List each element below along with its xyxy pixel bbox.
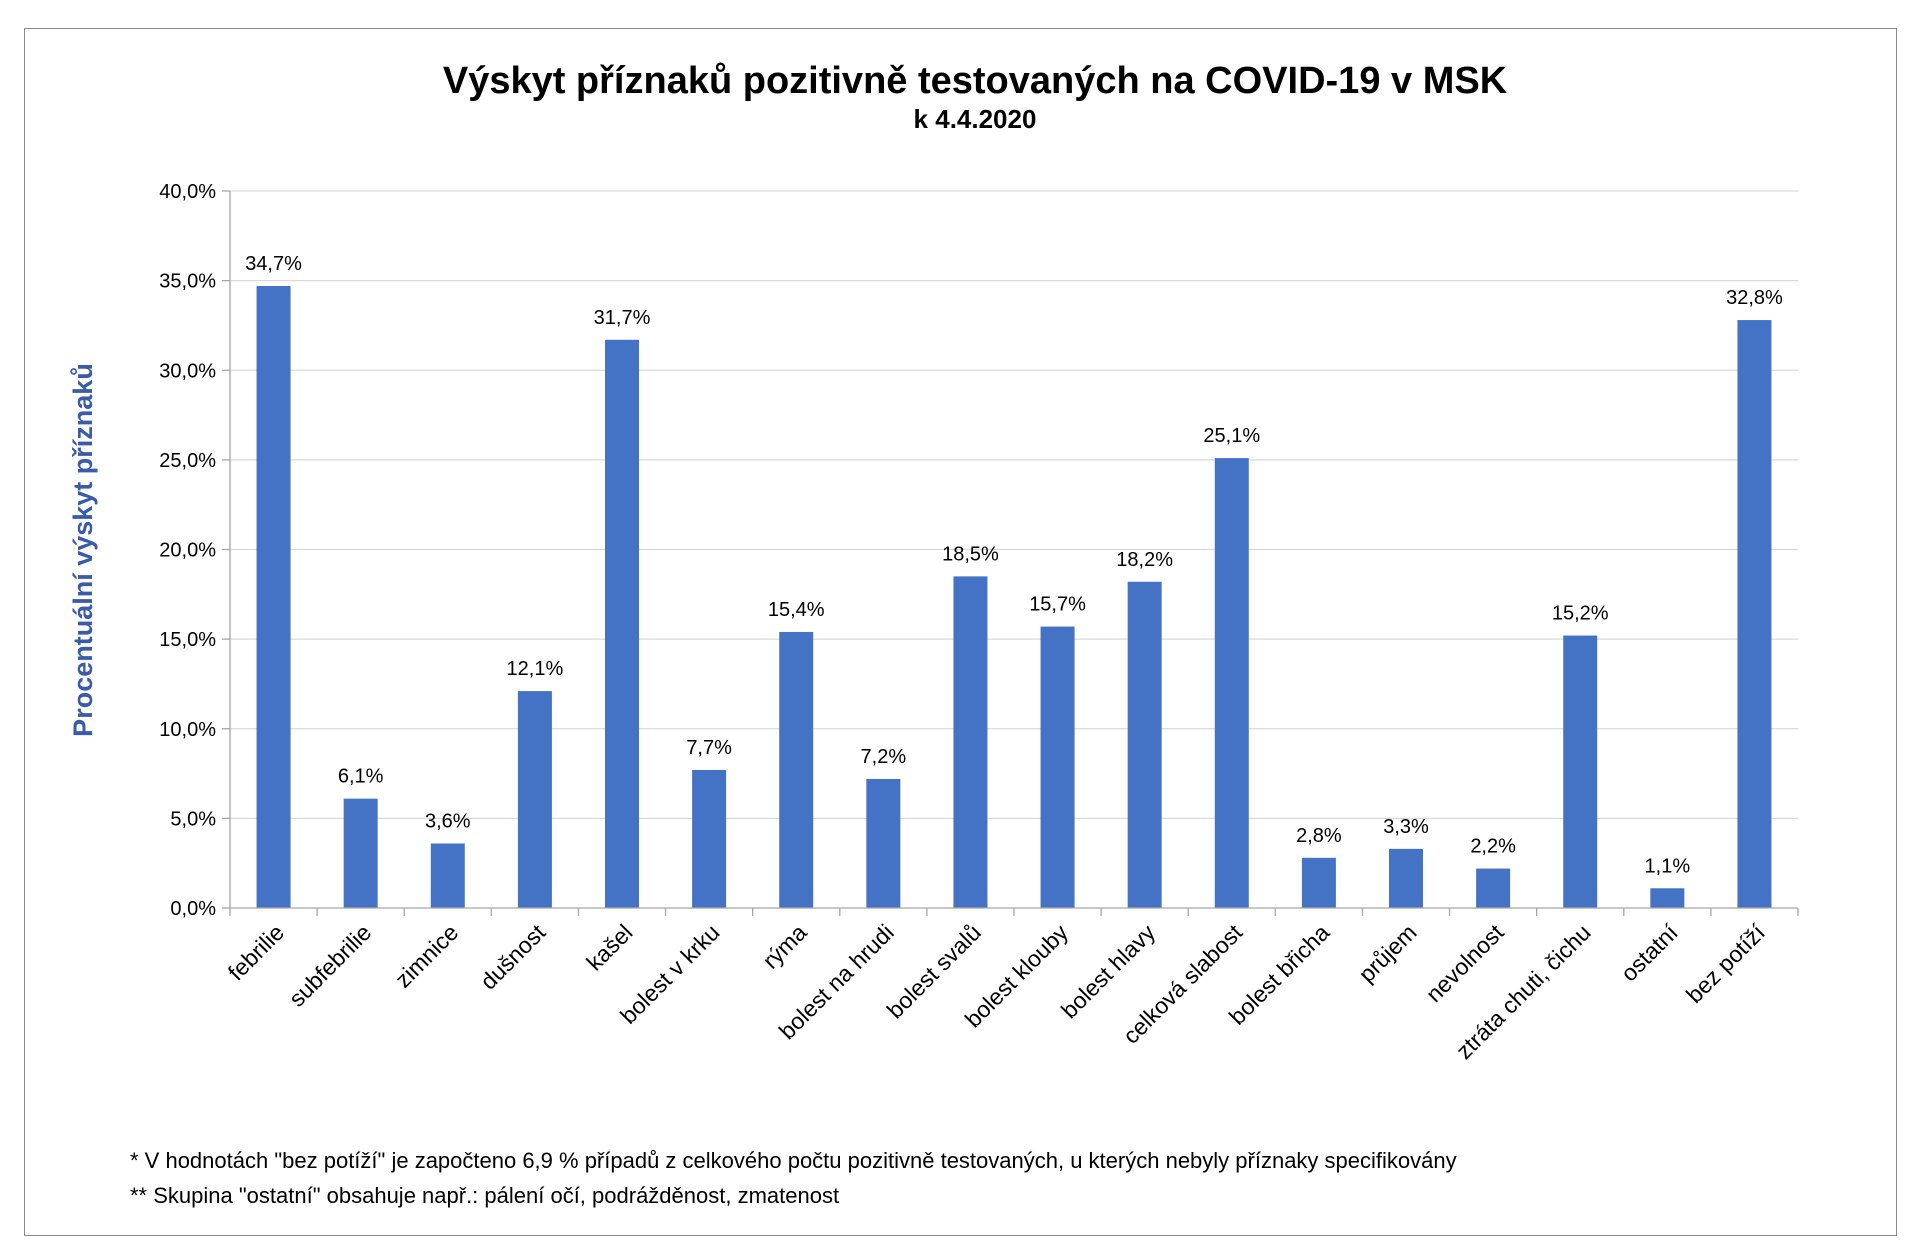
data-label: 15,2% — [1552, 603, 1609, 625]
chart-title: Výskyt příznaků pozitivně testovaných na… — [443, 60, 1508, 102]
bar — [692, 769, 727, 908]
y-axis-label: Procentuální výskyt příznaků — [68, 363, 98, 737]
bars — [256, 286, 1772, 909]
bar — [779, 631, 814, 908]
data-label: 32,8% — [1726, 287, 1783, 309]
category-label: febrilie — [223, 919, 289, 985]
bar — [605, 339, 639, 909]
footnote-2: ** Skupina "ostatní" obsahuje např.: pál… — [130, 1183, 839, 1208]
y-tick-label: 35,0% — [159, 271, 216, 293]
data-label: 12,1% — [507, 658, 564, 680]
y-tick-label: 15,0% — [159, 629, 216, 651]
data-labels: 34,7% 6,1% 3,6% 12,1% 31,7% 7,7% 15,4% 7,2% 18,5… — [245, 253, 1783, 877]
y-tick-label: 0,0% — [170, 898, 216, 920]
bar — [1476, 868, 1511, 908]
category-label: ostatní — [1616, 919, 1684, 987]
x-axis — [229, 191, 1799, 916]
bar — [1040, 626, 1075, 908]
bar — [1389, 848, 1423, 908]
data-label: 15,7% — [1029, 594, 1086, 616]
bar — [1301, 857, 1336, 908]
bar — [1650, 888, 1685, 908]
bar — [343, 798, 378, 908]
y-tick-label: 30,0% — [159, 360, 216, 382]
bar — [1214, 458, 1249, 908]
gridlines — [230, 190, 1798, 820]
data-label: 6,1% — [338, 766, 384, 788]
bar — [430, 843, 465, 908]
category-label: dušnost — [475, 919, 551, 995]
data-label: 1,1% — [1645, 855, 1691, 877]
y-tick-label: 40,0% — [159, 181, 216, 203]
data-label: 18,2% — [1116, 549, 1173, 571]
y-tick-label: 10,0% — [159, 719, 216, 741]
data-label: 3,6% — [425, 810, 471, 832]
category-label: rýma — [757, 919, 812, 974]
data-label: 2,2% — [1470, 836, 1516, 858]
data-label: 34,7% — [245, 253, 302, 275]
data-label: 7,2% — [861, 746, 907, 768]
bar — [953, 576, 988, 908]
chart-subtitle: k 4.4.2020 — [914, 104, 1037, 134]
category-label: subfebrilie — [284, 919, 377, 1012]
y-tick-label: 25,0% — [159, 450, 216, 472]
data-label: 3,3% — [1383, 816, 1429, 838]
data-label: 25,1% — [1203, 425, 1260, 447]
category-label: kašel — [581, 919, 637, 975]
bar — [517, 691, 552, 908]
footnote-1: * V hodnotách "bez potíží" je započteno … — [130, 1148, 1457, 1173]
bar — [1563, 635, 1598, 908]
data-label: 31,7% — [594, 307, 651, 329]
data-label: 18,5% — [942, 543, 999, 565]
bar — [1737, 320, 1772, 908]
category-label: nevolnost — [1421, 919, 1509, 1007]
data-label: 15,4% — [768, 599, 825, 621]
category-label: průjem — [1353, 919, 1421, 987]
bar — [866, 778, 901, 908]
y-tick-label: 5,0% — [170, 808, 216, 830]
category-label: zimnice — [390, 919, 464, 993]
data-label: 7,7% — [686, 737, 732, 759]
y-tick-label: 20,0% — [159, 540, 216, 562]
bar — [1127, 581, 1162, 908]
data-label: 2,8% — [1296, 825, 1342, 847]
bar — [256, 286, 291, 908]
y-axis-ticks: 0,0% 5,0% 10,0% 15,0% 20,0% 25,0% 30,0% 35,0% 40… — [159, 181, 230, 920]
category-label: bez potíží — [1681, 919, 1770, 1008]
